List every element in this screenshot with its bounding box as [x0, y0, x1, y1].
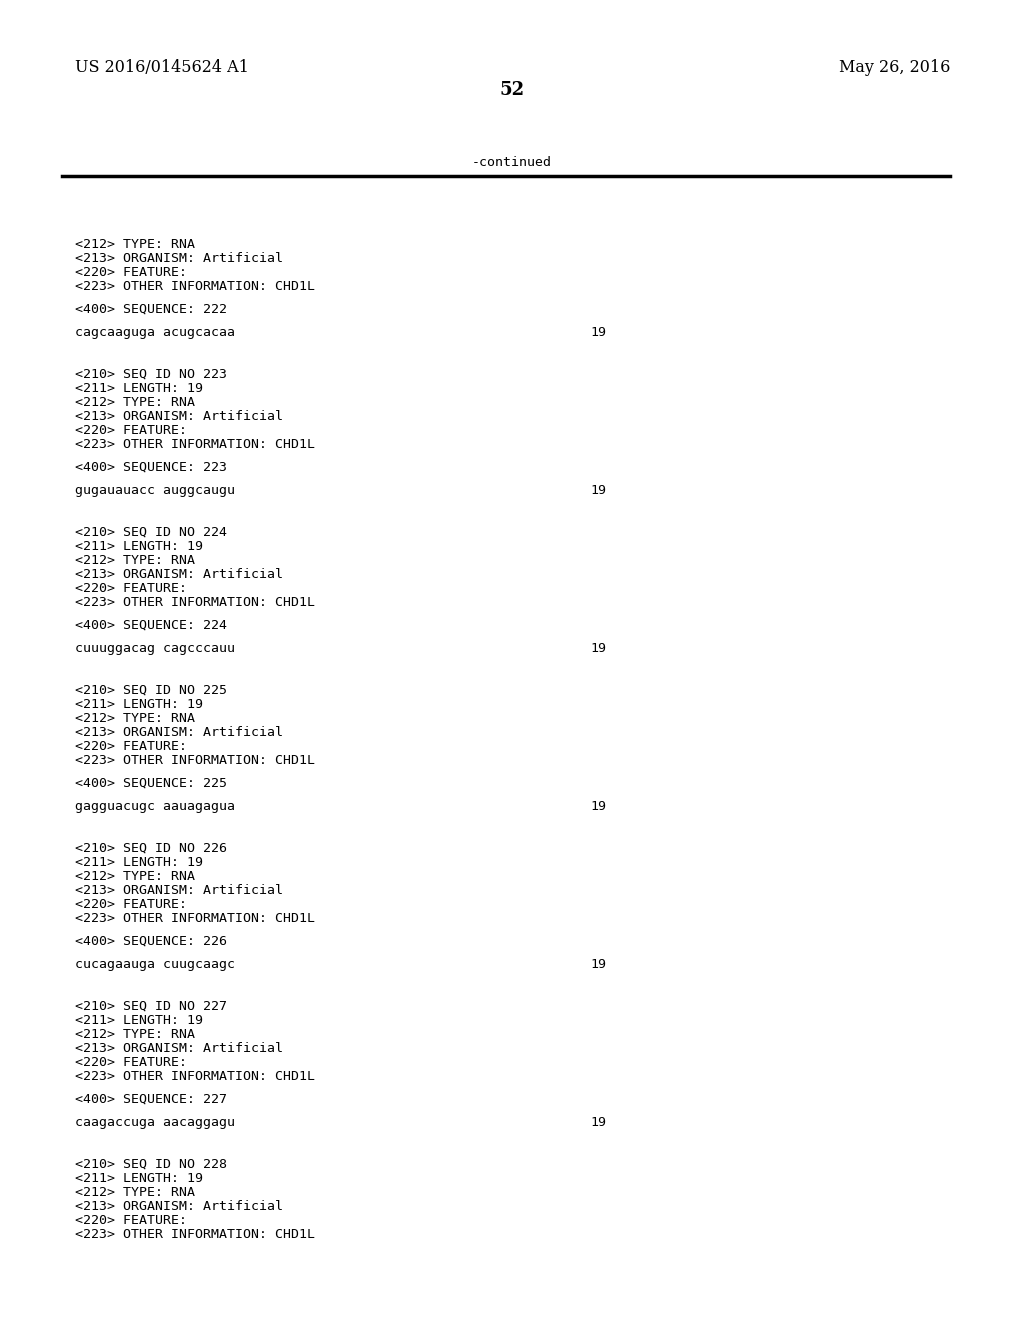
Text: <220> FEATURE:: <220> FEATURE:: [75, 898, 187, 911]
Text: <212> TYPE: RNA: <212> TYPE: RNA: [75, 870, 195, 883]
Text: <211> LENGTH: 19: <211> LENGTH: 19: [75, 381, 203, 395]
Text: <211> LENGTH: 19: <211> LENGTH: 19: [75, 698, 203, 711]
Text: 19: 19: [590, 1115, 606, 1129]
Text: <223> OTHER INFORMATION: CHD1L: <223> OTHER INFORMATION: CHD1L: [75, 280, 315, 293]
Text: <220> FEATURE:: <220> FEATURE:: [75, 1214, 187, 1228]
Text: <212> TYPE: RNA: <212> TYPE: RNA: [75, 238, 195, 251]
Text: <212> TYPE: RNA: <212> TYPE: RNA: [75, 711, 195, 725]
Text: <210> SEQ ID NO 225: <210> SEQ ID NO 225: [75, 684, 227, 697]
Text: <220> FEATURE:: <220> FEATURE:: [75, 267, 187, 279]
Text: gugauauacc auggcaugu: gugauauacc auggcaugu: [75, 484, 234, 498]
Text: <212> TYPE: RNA: <212> TYPE: RNA: [75, 1028, 195, 1041]
Text: US 2016/0145624 A1: US 2016/0145624 A1: [75, 59, 249, 77]
Text: <212> TYPE: RNA: <212> TYPE: RNA: [75, 554, 195, 568]
Text: <210> SEQ ID NO 228: <210> SEQ ID NO 228: [75, 1158, 227, 1171]
Text: <210> SEQ ID NO 224: <210> SEQ ID NO 224: [75, 525, 227, 539]
Text: <400> SEQUENCE: 222: <400> SEQUENCE: 222: [75, 304, 227, 315]
Text: gagguacugc aauagagua: gagguacugc aauagagua: [75, 800, 234, 813]
Text: <400> SEQUENCE: 224: <400> SEQUENCE: 224: [75, 619, 227, 632]
Text: <223> OTHER INFORMATION: CHD1L: <223> OTHER INFORMATION: CHD1L: [75, 438, 315, 451]
Text: <400> SEQUENCE: 225: <400> SEQUENCE: 225: [75, 777, 227, 789]
Text: -continued: -continued: [472, 157, 552, 169]
Text: <223> OTHER INFORMATION: CHD1L: <223> OTHER INFORMATION: CHD1L: [75, 597, 315, 609]
Text: <212> TYPE: RNA: <212> TYPE: RNA: [75, 1185, 195, 1199]
Text: <223> OTHER INFORMATION: CHD1L: <223> OTHER INFORMATION: CHD1L: [75, 1228, 315, 1241]
Text: <223> OTHER INFORMATION: CHD1L: <223> OTHER INFORMATION: CHD1L: [75, 1071, 315, 1082]
Text: <213> ORGANISM: Artificial: <213> ORGANISM: Artificial: [75, 884, 283, 898]
Text: <220> FEATURE:: <220> FEATURE:: [75, 1056, 187, 1069]
Text: 19: 19: [590, 326, 606, 339]
Text: 19: 19: [590, 642, 606, 655]
Text: cagcaaguga acugcacaa: cagcaaguga acugcacaa: [75, 326, 234, 339]
Text: <210> SEQ ID NO 227: <210> SEQ ID NO 227: [75, 1001, 227, 1012]
Text: <220> FEATURE:: <220> FEATURE:: [75, 582, 187, 595]
Text: May 26, 2016: May 26, 2016: [839, 59, 950, 77]
Text: <211> LENGTH: 19: <211> LENGTH: 19: [75, 855, 203, 869]
Text: <211> LENGTH: 19: <211> LENGTH: 19: [75, 1014, 203, 1027]
Text: 19: 19: [590, 484, 606, 498]
Text: <211> LENGTH: 19: <211> LENGTH: 19: [75, 1172, 203, 1185]
Text: <210> SEQ ID NO 223: <210> SEQ ID NO 223: [75, 368, 227, 381]
Text: <213> ORGANISM: Artificial: <213> ORGANISM: Artificial: [75, 1200, 283, 1213]
Text: 52: 52: [500, 81, 524, 99]
Text: cuuuggacag cagcccauu: cuuuggacag cagcccauu: [75, 642, 234, 655]
Text: <213> ORGANISM: Artificial: <213> ORGANISM: Artificial: [75, 568, 283, 581]
Text: <212> TYPE: RNA: <212> TYPE: RNA: [75, 396, 195, 409]
Text: <220> FEATURE:: <220> FEATURE:: [75, 741, 187, 752]
Text: <213> ORGANISM: Artificial: <213> ORGANISM: Artificial: [75, 411, 283, 422]
Text: <213> ORGANISM: Artificial: <213> ORGANISM: Artificial: [75, 726, 283, 739]
Text: <400> SEQUENCE: 227: <400> SEQUENCE: 227: [75, 1093, 227, 1106]
Text: <223> OTHER INFORMATION: CHD1L: <223> OTHER INFORMATION: CHD1L: [75, 912, 315, 925]
Text: 19: 19: [590, 958, 606, 972]
Text: <220> FEATURE:: <220> FEATURE:: [75, 424, 187, 437]
Text: <400> SEQUENCE: 226: <400> SEQUENCE: 226: [75, 935, 227, 948]
Text: <210> SEQ ID NO 226: <210> SEQ ID NO 226: [75, 842, 227, 855]
Text: <400> SEQUENCE: 223: <400> SEQUENCE: 223: [75, 461, 227, 474]
Text: caagaccuga aacaggagu: caagaccuga aacaggagu: [75, 1115, 234, 1129]
Text: cucagaauga cuugcaagc: cucagaauga cuugcaagc: [75, 958, 234, 972]
Text: <223> OTHER INFORMATION: CHD1L: <223> OTHER INFORMATION: CHD1L: [75, 754, 315, 767]
Text: <213> ORGANISM: Artificial: <213> ORGANISM: Artificial: [75, 252, 283, 265]
Text: 19: 19: [590, 800, 606, 813]
Text: <211> LENGTH: 19: <211> LENGTH: 19: [75, 540, 203, 553]
Text: <213> ORGANISM: Artificial: <213> ORGANISM: Artificial: [75, 1041, 283, 1055]
